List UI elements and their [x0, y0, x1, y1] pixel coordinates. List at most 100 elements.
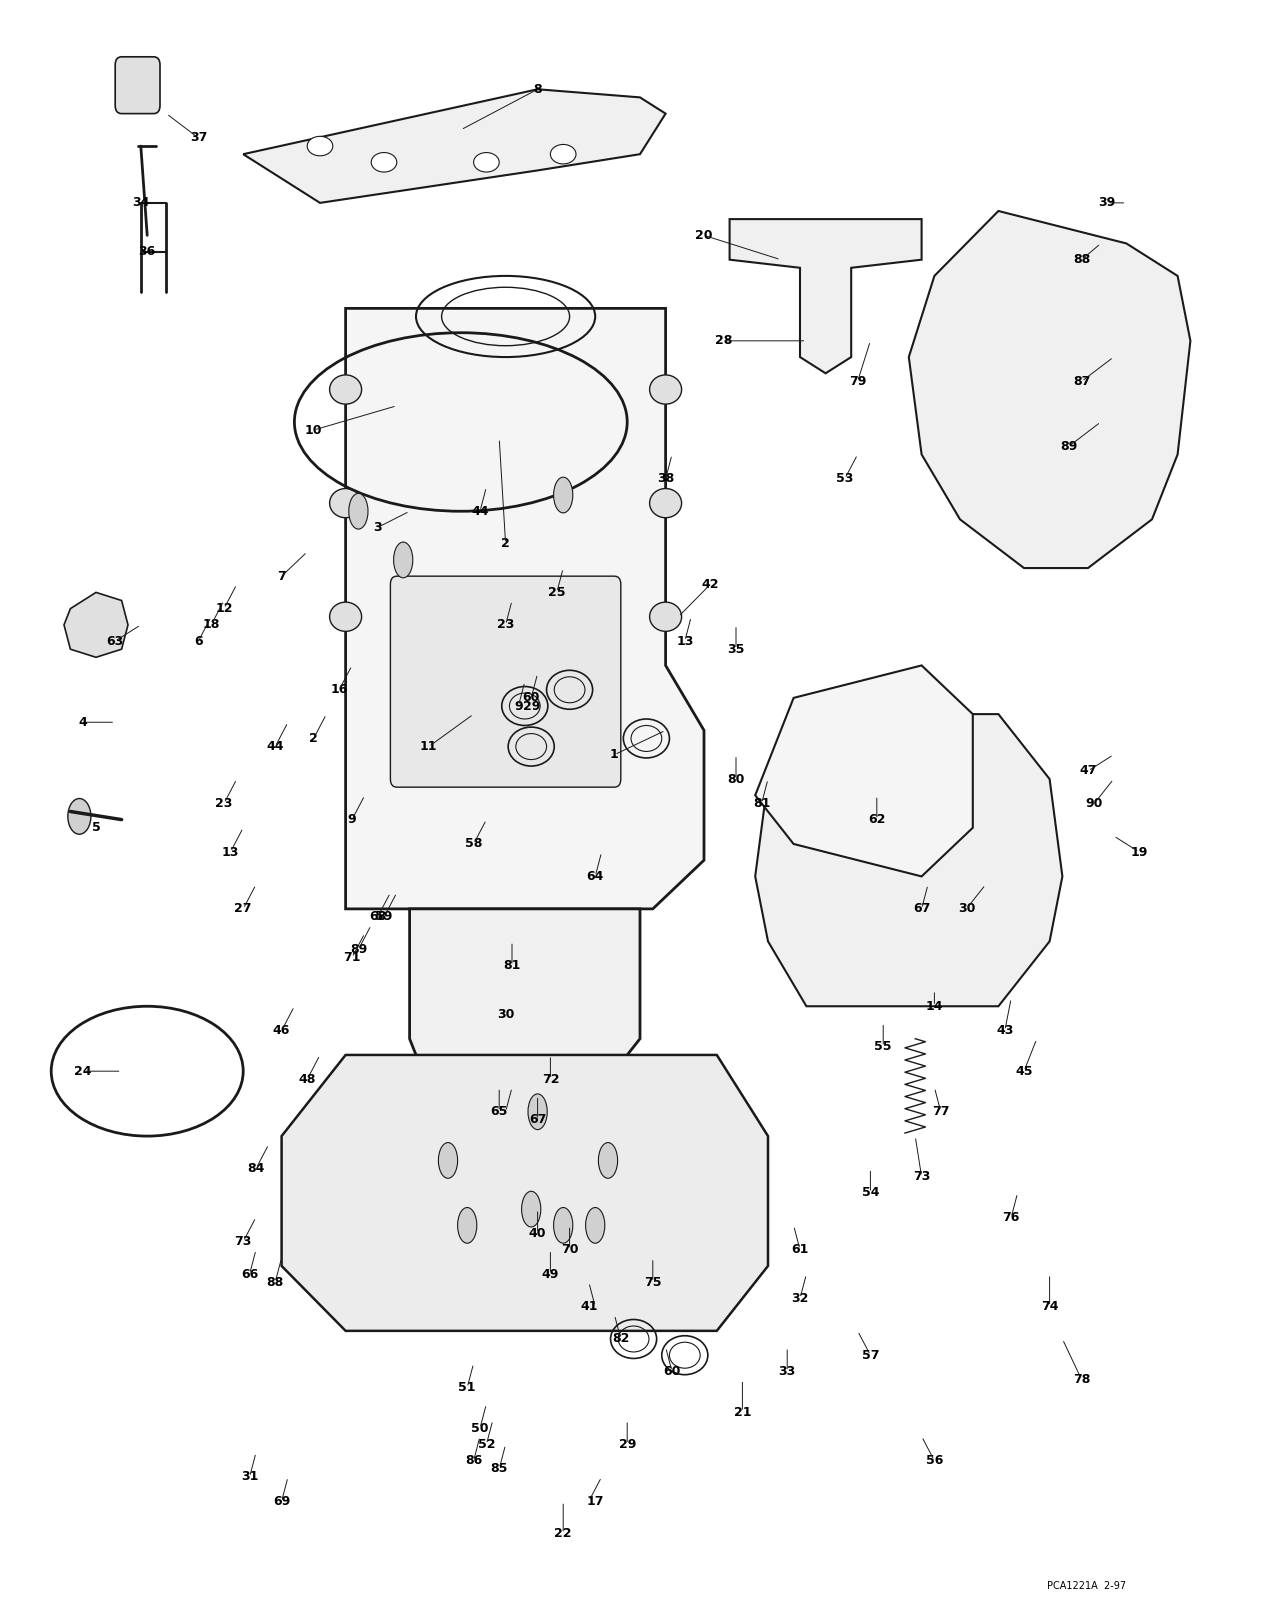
Text: 17: 17	[586, 1495, 604, 1508]
Text: 18: 18	[202, 618, 220, 631]
Ellipse shape	[371, 153, 397, 172]
Ellipse shape	[458, 1208, 477, 1243]
Text: 9: 9	[348, 813, 356, 826]
Text: 33: 33	[778, 1365, 796, 1378]
Text: 10: 10	[305, 424, 323, 437]
PathPatch shape	[410, 909, 640, 1087]
Text: 61: 61	[791, 1243, 809, 1256]
Text: 30: 30	[497, 1008, 515, 1021]
Text: 14: 14	[925, 1000, 943, 1013]
Text: 23: 23	[497, 618, 515, 631]
Text: 25: 25	[548, 586, 566, 599]
Text: 87: 87	[1073, 375, 1091, 388]
Text: 42: 42	[701, 578, 719, 591]
Ellipse shape	[550, 144, 576, 164]
Text: 21: 21	[733, 1406, 751, 1419]
Text: 55: 55	[874, 1040, 892, 1053]
Text: 4: 4	[79, 716, 87, 729]
Ellipse shape	[650, 489, 682, 518]
Text: 81: 81	[503, 959, 521, 972]
FancyBboxPatch shape	[115, 57, 160, 114]
Text: 75: 75	[644, 1276, 662, 1289]
PathPatch shape	[243, 89, 666, 203]
Text: 67: 67	[913, 902, 931, 915]
Text: 84: 84	[247, 1162, 265, 1175]
Text: 68: 68	[369, 911, 387, 923]
Text: 49: 49	[541, 1268, 559, 1281]
Text: 39: 39	[1098, 196, 1116, 209]
Text: 59: 59	[375, 911, 393, 923]
Text: 70: 70	[561, 1243, 579, 1256]
Text: 76: 76	[1002, 1211, 1020, 1224]
Text: 58: 58	[465, 837, 483, 850]
Text: 77: 77	[932, 1105, 950, 1118]
Text: 1: 1	[611, 748, 618, 761]
Text: 38: 38	[657, 472, 675, 485]
Text: 13: 13	[676, 635, 694, 648]
Text: 48: 48	[298, 1073, 316, 1086]
Text: 27: 27	[234, 902, 252, 915]
Text: 78: 78	[1073, 1373, 1091, 1386]
Text: 56: 56	[925, 1454, 943, 1467]
PathPatch shape	[909, 211, 1190, 568]
Text: 73: 73	[234, 1235, 252, 1248]
PathPatch shape	[346, 308, 704, 909]
Text: 37: 37	[189, 131, 207, 144]
Ellipse shape	[438, 1143, 458, 1178]
Text: 90: 90	[1085, 797, 1103, 810]
Ellipse shape	[307, 136, 333, 156]
Text: 82: 82	[612, 1332, 630, 1345]
Text: 60: 60	[663, 1365, 681, 1378]
Ellipse shape	[394, 542, 412, 578]
Text: 81: 81	[753, 797, 771, 810]
Text: 35: 35	[727, 643, 745, 656]
Text: 31: 31	[241, 1470, 259, 1483]
Text: 72: 72	[541, 1073, 559, 1086]
Text: 9: 9	[515, 700, 522, 712]
Text: 2: 2	[310, 732, 317, 745]
Text: 12: 12	[215, 602, 233, 615]
Text: 86: 86	[465, 1454, 483, 1467]
Text: 46: 46	[273, 1024, 291, 1037]
Text: 52: 52	[477, 1438, 495, 1451]
Text: 62: 62	[868, 813, 886, 826]
Text: 85: 85	[490, 1462, 508, 1475]
PathPatch shape	[64, 592, 128, 657]
Text: 29: 29	[618, 1438, 636, 1451]
Text: 5: 5	[92, 821, 100, 834]
Text: 50: 50	[471, 1422, 489, 1435]
Text: 60: 60	[522, 691, 540, 704]
Text: 41: 41	[580, 1300, 598, 1313]
Text: 11: 11	[420, 740, 438, 753]
Text: 44: 44	[266, 740, 284, 753]
Text: 88: 88	[266, 1276, 284, 1289]
Text: 67: 67	[529, 1113, 547, 1126]
Text: 40: 40	[529, 1227, 547, 1240]
PathPatch shape	[755, 714, 1062, 1006]
Text: 71: 71	[343, 951, 361, 964]
Text: 23: 23	[215, 797, 233, 810]
Text: 66: 66	[241, 1268, 259, 1281]
Text: 44: 44	[471, 505, 489, 518]
Ellipse shape	[474, 153, 499, 172]
Ellipse shape	[522, 1191, 540, 1227]
Text: 34: 34	[132, 196, 150, 209]
Ellipse shape	[554, 1208, 573, 1243]
Text: 3: 3	[374, 521, 381, 534]
Text: 32: 32	[791, 1292, 809, 1305]
Text: 8: 8	[534, 83, 541, 96]
Text: 53: 53	[836, 472, 854, 485]
FancyBboxPatch shape	[390, 576, 621, 787]
Ellipse shape	[330, 375, 362, 404]
Ellipse shape	[330, 489, 362, 518]
Text: 89: 89	[349, 943, 367, 956]
Text: 73: 73	[913, 1170, 931, 1183]
Text: 63: 63	[106, 635, 124, 648]
Text: 16: 16	[330, 683, 348, 696]
PathPatch shape	[730, 219, 922, 373]
PathPatch shape	[755, 665, 973, 876]
Text: 28: 28	[714, 334, 732, 347]
Text: 51: 51	[458, 1381, 476, 1394]
Text: 74: 74	[1041, 1300, 1059, 1313]
Text: 20: 20	[695, 229, 713, 242]
